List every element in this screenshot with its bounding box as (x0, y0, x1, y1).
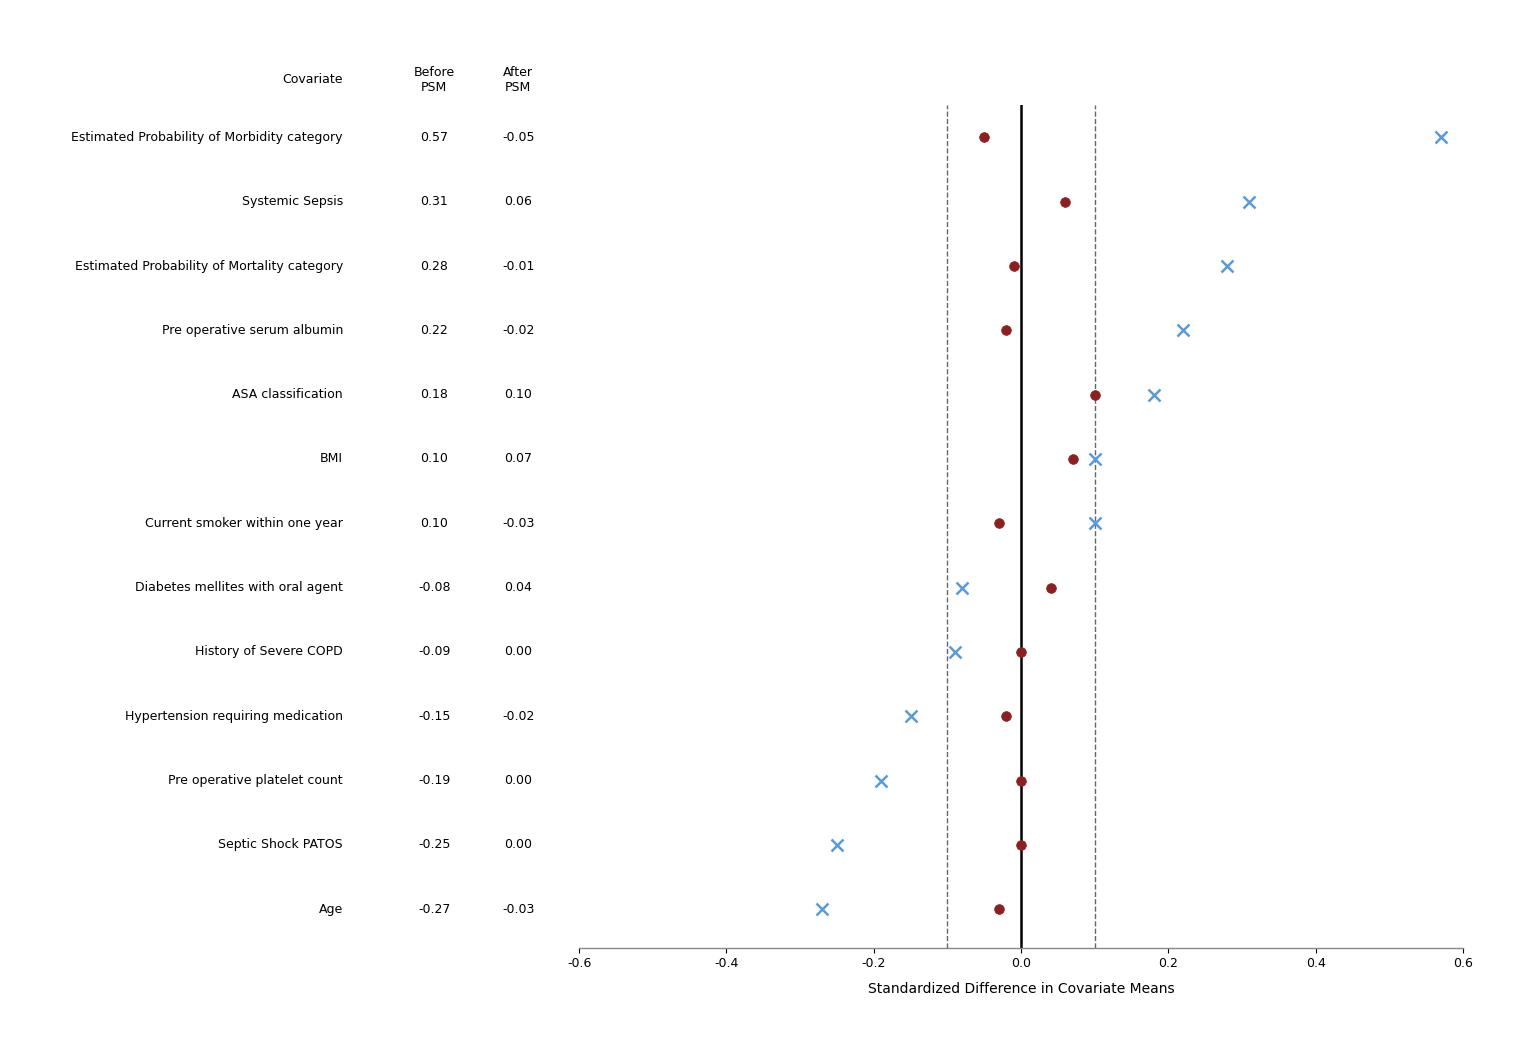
Text: 0.10: 0.10 (421, 453, 448, 465)
Text: History of Severe COPD: History of Severe COPD (195, 645, 343, 658)
Text: -0.03: -0.03 (501, 517, 535, 530)
Text: 0.00: 0.00 (504, 774, 532, 787)
Text: 0.57: 0.57 (421, 131, 448, 144)
Text: Current smoker within one year: Current smoker within one year (145, 517, 343, 530)
Text: Diabetes mellites with oral agent: Diabetes mellites with oral agent (136, 581, 343, 594)
Text: 0.07: 0.07 (504, 453, 532, 465)
Text: 0.18: 0.18 (421, 389, 448, 401)
Text: 0.00: 0.00 (504, 645, 532, 658)
Text: Pre operative platelet count: Pre operative platelet count (168, 774, 343, 787)
Text: BMI: BMI (320, 453, 343, 465)
Text: Before
PSM: Before PSM (415, 65, 454, 94)
Text: Estimated Probability of Mortality category: Estimated Probability of Mortality categ… (75, 259, 343, 273)
Text: Covariate: Covariate (282, 73, 343, 86)
Text: 0.28: 0.28 (421, 259, 448, 273)
Text: -0.08: -0.08 (418, 581, 451, 594)
Text: 0.31: 0.31 (421, 195, 448, 208)
Text: 0.10: 0.10 (504, 389, 532, 401)
Text: -0.02: -0.02 (501, 710, 535, 722)
Text: Hypertension requiring medication: Hypertension requiring medication (125, 710, 343, 722)
Text: 0.22: 0.22 (421, 324, 448, 337)
Text: -0.19: -0.19 (418, 774, 451, 787)
Text: After
PSM: After PSM (503, 65, 533, 94)
Text: Septic Shock PATOS: Septic Shock PATOS (218, 838, 343, 851)
Text: Age: Age (319, 902, 343, 916)
X-axis label: Standardized Difference in Covariate Means: Standardized Difference in Covariate Mea… (867, 981, 1175, 995)
Text: -0.09: -0.09 (418, 645, 451, 658)
Text: -0.05: -0.05 (501, 131, 535, 144)
Text: -0.03: -0.03 (501, 902, 535, 916)
Text: -0.02: -0.02 (501, 324, 535, 337)
Text: 0.06: 0.06 (504, 195, 532, 208)
Text: 0.04: 0.04 (504, 581, 532, 594)
Text: 0.00: 0.00 (504, 838, 532, 851)
Text: Pre operative serum albumin: Pre operative serum albumin (162, 324, 343, 337)
Text: -0.15: -0.15 (418, 710, 451, 722)
Text: -0.25: -0.25 (418, 838, 451, 851)
Text: Estimated Probability of Morbidity category: Estimated Probability of Morbidity categ… (72, 131, 343, 144)
Text: 0.10: 0.10 (421, 517, 448, 530)
Text: -0.01: -0.01 (501, 259, 535, 273)
Text: Systemic Sepsis: Systemic Sepsis (242, 195, 343, 208)
Text: -0.27: -0.27 (418, 902, 451, 916)
Text: ASA classification: ASA classification (232, 389, 343, 401)
